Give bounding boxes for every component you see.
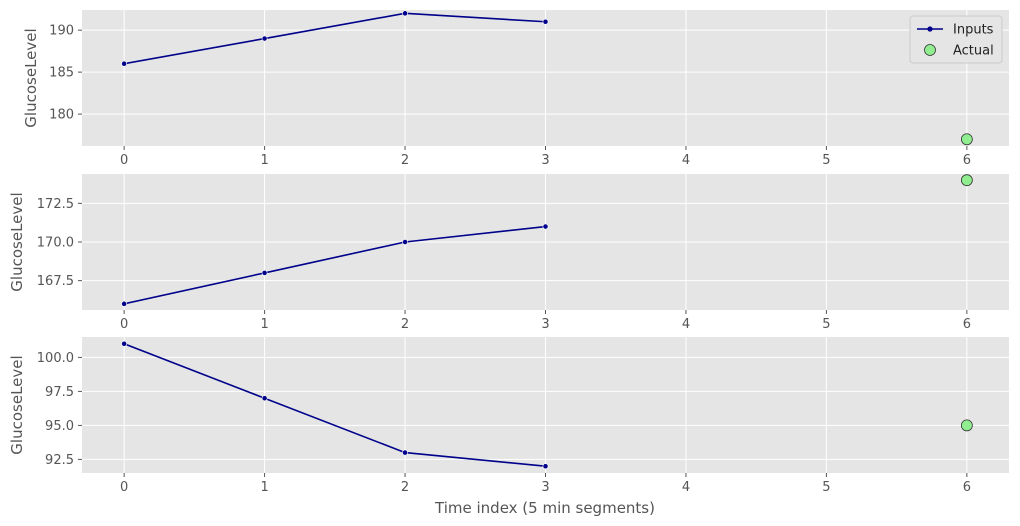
legend-actual-label: Actual xyxy=(953,44,994,59)
x-tick-label: 2 xyxy=(401,153,409,168)
y-tick-label: 100.0 xyxy=(37,351,74,366)
inputs-point xyxy=(402,10,408,17)
panel-3: 0 1 2 3 4 5 6 92.5 95.0 97.5 100.0 GlucoseLevel xyxy=(8,337,1009,495)
inputs-point xyxy=(121,60,128,67)
x-tick-label: 5 xyxy=(822,480,830,495)
x-tick-label: 0 xyxy=(120,480,128,495)
inputs-series-line xyxy=(123,225,546,305)
y-tick-label: 167.5 xyxy=(37,274,74,289)
y-axis-title: GlucoseLevel xyxy=(8,192,26,291)
actual-point xyxy=(960,419,973,432)
x-tick-label: 2 xyxy=(401,317,409,332)
inputs-point xyxy=(121,300,128,307)
y-tick-label: 170.0 xyxy=(37,236,74,251)
x-tick-label: 2 xyxy=(401,480,409,495)
x-axis-title: Time index (5 min segments) xyxy=(434,499,655,517)
legend-inputs-marker xyxy=(927,26,933,32)
inputs-point xyxy=(261,395,268,402)
y-tick-label: 180 xyxy=(49,108,74,123)
y-tick-label: 172.5 xyxy=(37,197,74,212)
x-tick-label: 4 xyxy=(682,153,690,168)
y-tick-label: 185 xyxy=(49,66,74,81)
panels-group: 0 1 2 3 4 5 6 180 185 190 GlucoseLevel 0 1 2 3 4 5 6 167.5… xyxy=(8,10,1009,495)
y-axis-title: GlucoseLevel xyxy=(8,355,26,454)
inputs-series-line xyxy=(123,343,546,467)
panel-2: 0 1 2 3 4 5 6 167.5 170.0 172.5 GlucoseLevel xyxy=(8,174,1009,332)
x-tick-label: 6 xyxy=(963,153,971,168)
x-tick-label: 0 xyxy=(120,317,128,332)
x-tick-label: 6 xyxy=(963,317,971,332)
x-tick-label: 5 xyxy=(822,153,830,168)
x-tick-label: 1 xyxy=(260,480,268,495)
inputs-point xyxy=(402,449,408,456)
x-tick-label: 1 xyxy=(260,153,268,168)
x-tick-label: 4 xyxy=(682,317,690,332)
y-tick-label: 92.5 xyxy=(45,453,74,468)
y-axis-title: GlucoseLevel xyxy=(22,28,40,127)
inputs-point xyxy=(542,463,549,470)
x-tick-label: 5 xyxy=(822,317,830,332)
y-tick-label: 95.0 xyxy=(45,419,74,434)
actual-point xyxy=(960,174,973,187)
y-tick-label: 97.5 xyxy=(45,385,74,400)
inputs-point xyxy=(542,18,549,25)
inputs-point xyxy=(542,223,549,230)
actual-point xyxy=(960,133,973,146)
x-tick-label: 6 xyxy=(963,480,971,495)
inputs-point xyxy=(402,239,408,245)
inputs-series-line xyxy=(123,12,546,65)
x-tick-label: 1 xyxy=(260,317,268,332)
legend: Inputs Actual xyxy=(909,15,1003,64)
inputs-point xyxy=(121,340,128,347)
x-tick-label: 3 xyxy=(541,317,549,332)
y-tick-label: 190 xyxy=(49,24,74,39)
x-tick-label: 4 xyxy=(682,480,690,495)
x-tick-label: 3 xyxy=(541,480,549,495)
inputs-point xyxy=(261,35,268,42)
legend-inputs-label: Inputs xyxy=(953,23,994,38)
x-tick-label: 0 xyxy=(120,153,128,168)
x-tick-label: 3 xyxy=(541,153,549,168)
panel-1: 0 1 2 3 4 5 6 180 185 190 GlucoseLevel xyxy=(22,10,1009,168)
legend-actual-marker xyxy=(924,44,936,56)
inputs-point xyxy=(261,270,268,276)
